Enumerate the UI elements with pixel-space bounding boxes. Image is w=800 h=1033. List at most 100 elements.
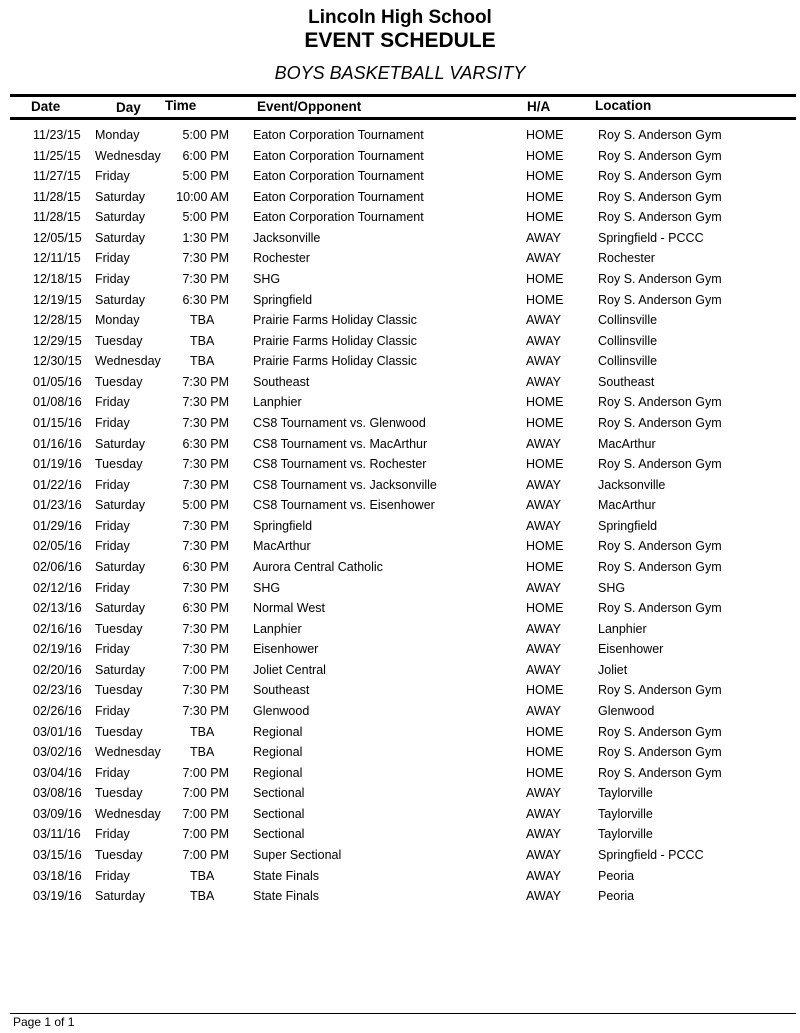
cell-location: Roy S. Anderson Gym [598, 128, 722, 142]
cell-time: 6:00 PM [182, 148, 229, 163]
cell-date: 01/16/16 [33, 436, 82, 451]
cell-location: Roy S. Anderson Gym [598, 745, 722, 760]
cell-day: Friday [95, 765, 130, 780]
table-row: 01/08/16 Friday 7:30 PM Lanphier HOME Roy S. … [0, 395, 800, 415]
cell-time: TBA [190, 333, 215, 348]
cell-day: Friday [95, 868, 130, 883]
cell-location: Roy S. Anderson Gym [598, 271, 722, 286]
cell-date: 12/18/15 [33, 271, 82, 286]
cell-time: TBA [190, 868, 215, 883]
cell-event: Prairie Farms Holiday Classic [253, 354, 417, 369]
cell-location: Roy S. Anderson Gym [598, 559, 722, 574]
cell-location: Jacksonville [598, 477, 666, 492]
cell-date: 12/11/15 [33, 251, 81, 266]
cell-event: SHG [253, 271, 281, 286]
cell-home-away: HOME [526, 559, 564, 574]
cell-time: 7:30 PM [182, 477, 229, 492]
cell-home-away: AWAY [526, 847, 561, 862]
cell-event: Regional [253, 724, 303, 739]
table-row: 03/19/16 Saturday TBA State Finals AWAY Peori… [0, 889, 800, 909]
table-row: 12/30/15 Wednesday TBA Prairie Farms Holida… [0, 354, 800, 374]
table-row: 12/05/15 Saturday 1:30 PM Jacksonville AWAY S… [0, 231, 800, 251]
cell-time: 7:30 PM [182, 457, 229, 472]
cell-day: Saturday [95, 601, 146, 616]
cell-date: 11/27/15 [33, 169, 81, 184]
cell-time: TBA [190, 354, 215, 369]
cell-location: Taylorville [598, 806, 653, 821]
column-header-day: Day [116, 100, 141, 115]
cell-home-away: HOME [526, 395, 564, 410]
cell-event: Lanphier [253, 621, 302, 636]
cell-event: Eaton Corporation Tournament [253, 148, 424, 163]
column-header-time: Time [165, 98, 197, 113]
table-row: 12/19/15 Saturday 6:30 PM Springfield HOME Ro… [0, 293, 800, 313]
cell-home-away: AWAY [526, 374, 561, 389]
column-header-date: Date [31, 99, 61, 114]
cell-home-away: AWAY [526, 827, 561, 842]
cell-event: Eaton Corporation Tournament [253, 169, 424, 184]
cell-date: 02/06/16 [33, 559, 82, 574]
cell-time: 6:30 PM [182, 436, 229, 451]
cell-day: Tuesday [95, 457, 143, 472]
cell-event: CS8 Tournament vs. Jacksonville [253, 477, 437, 492]
cell-date: 12/30/15 [33, 354, 82, 369]
cell-date: 02/26/16 [33, 703, 82, 718]
cell-home-away: AWAY [526, 498, 561, 513]
cell-time: 7:30 PM [182, 271, 229, 286]
cell-event: Sectional [253, 806, 305, 821]
cell-day: Saturday [95, 436, 146, 451]
cell-time: 7:00 PM [182, 662, 229, 677]
cell-day: Friday [95, 271, 130, 286]
table-row: 12/11/15 Friday 7:30 PM Rochester AWAY Roches… [0, 251, 800, 271]
cell-location: Taylorville [598, 786, 653, 801]
cell-day: Saturday [95, 189, 146, 204]
cell-event: Normal West [253, 601, 326, 616]
cell-day: Saturday [95, 889, 146, 904]
cell-time: TBA [190, 724, 215, 739]
cell-date: 03/04/16 [33, 765, 82, 780]
cell-location: Springfield [598, 518, 658, 533]
cell-home-away: HOME [526, 415, 564, 430]
table-row: 03/11/16 Friday 7:00 PM Sectional AWAY Taylor… [0, 827, 800, 847]
cell-home-away: AWAY [526, 868, 561, 883]
cell-day: Wednesday [95, 148, 161, 163]
table-row: 03/02/16 Wednesday TBA Regional HOME Roy S. A… [0, 745, 800, 765]
cell-event: Rochester [253, 251, 310, 266]
cell-date: 02/20/16 [33, 662, 82, 677]
cell-home-away: HOME [526, 724, 564, 739]
cell-day: Friday [95, 415, 130, 430]
cell-location: Taylorville [598, 827, 653, 842]
table-row: 01/22/16 Friday 7:30 PM CS8 Tournament vs. … [0, 478, 800, 498]
cell-date: 02/23/16 [33, 683, 82, 698]
table-row: 02/20/16 Saturday 7:00 PM Joliet Central AWA… [0, 663, 800, 683]
table-row: 01/15/16 Friday 7:30 PM CS8 Tournament vs. … [0, 416, 800, 436]
cell-location: Roy S. Anderson Gym [598, 457, 722, 472]
cell-time: 5:00 PM [182, 498, 229, 513]
cell-location: Collinsville [598, 313, 658, 328]
header-bottom-rule [10, 117, 796, 120]
cell-home-away: HOME [526, 765, 564, 780]
cell-date: 01/05/16 [33, 374, 82, 389]
table-row: 01/29/16 Friday 7:30 PM Springfield AWAY Spri… [0, 519, 800, 539]
cell-event: Joliet Central [253, 662, 326, 677]
cell-home-away: HOME [526, 271, 564, 286]
cell-time: 7:30 PM [182, 703, 229, 718]
cell-time: 7:30 PM [182, 642, 229, 657]
cell-event: Southeast [253, 374, 310, 389]
cell-date: 01/08/16 [33, 395, 82, 410]
cell-event: Sectional [253, 827, 305, 842]
cell-event: SHG [253, 580, 281, 595]
cell-home-away: HOME [526, 210, 564, 225]
table-row: 02/12/16 Friday 7:30 PM SHG AWAY SHG [0, 581, 800, 601]
cell-location: Peoria [598, 889, 635, 904]
table-row: 03/09/16 Wednesday 7:00 PM Sectional AWAY Tay… [0, 807, 800, 827]
cell-time: 5:00 PM [182, 210, 229, 225]
cell-time: 7:00 PM [182, 786, 229, 801]
column-header-ha: H/A [527, 99, 551, 114]
cell-event: Regional [253, 765, 303, 780]
cell-home-away: AWAY [526, 354, 561, 369]
table-row: 01/05/16 Tuesday 7:30 PM Southeast AWAY South… [0, 375, 800, 395]
cell-location: Roy S. Anderson Gym [598, 169, 722, 184]
cell-event: Eaton Corporation Tournament [253, 210, 424, 225]
page-subtitle: BOYS BASKETBALL VARSITY [274, 63, 526, 83]
